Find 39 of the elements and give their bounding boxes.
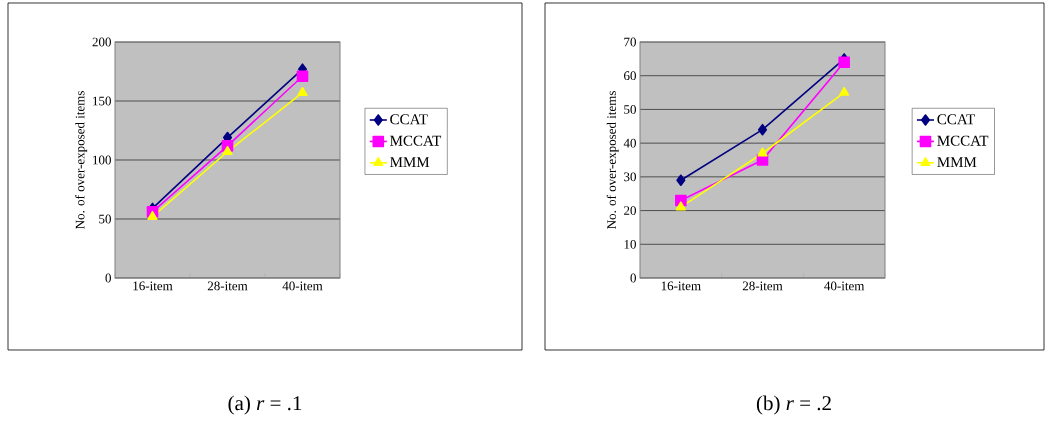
legend-label: CCAT: [390, 114, 428, 125]
point: [296, 70, 309, 83]
legend-label: MMM: [937, 157, 977, 167]
y-tick-label: 10: [624, 239, 636, 249]
y-tick-label: 70: [624, 37, 636, 47]
legend-label: MCCAT: [937, 135, 989, 146]
y-tick-label: 40: [623, 138, 636, 148]
point: [675, 201, 686, 211]
point: [757, 123, 768, 136]
point: [757, 147, 768, 157]
y-tick-label: 50: [99, 214, 111, 224]
legend-label: CCAT: [937, 114, 975, 125]
y-axis-title: No. of over-exposed items: [606, 91, 619, 229]
y-tick-label: 0: [630, 273, 636, 283]
legend-label: MCCAT: [390, 135, 442, 146]
y-tick-label: 60: [624, 71, 636, 81]
legend-label: MMM: [390, 157, 430, 167]
y-axis-title: No. of over-exposed items: [75, 91, 88, 229]
text: (a) r = .1: [228, 395, 302, 415]
y-tick-label: 100: [93, 155, 111, 165]
y-tick-label: 50: [624, 105, 636, 114]
point: [839, 86, 850, 96]
point: [222, 145, 233, 156]
y-tick-label: 30: [624, 172, 636, 182]
x-tick-label: 40-item: [282, 281, 323, 291]
x-tick-label: 40-item: [824, 281, 865, 291]
point: [838, 56, 850, 69]
y-tick-label: 20: [624, 206, 636, 215]
point: [676, 174, 686, 187]
text: (b) r = .2: [756, 395, 831, 415]
x-tick-label: 16-item: [133, 281, 173, 291]
y-tick-label: 200: [92, 37, 111, 47]
point: [147, 210, 158, 220]
point: [297, 86, 308, 97]
x-tick-label: 16-item: [661, 281, 701, 291]
y-tick-label: 0: [105, 273, 111, 283]
x-tick-label: 28-item: [207, 281, 248, 291]
x-tick-label: 28-item: [742, 281, 783, 291]
y-tick-label: 150: [93, 96, 111, 106]
